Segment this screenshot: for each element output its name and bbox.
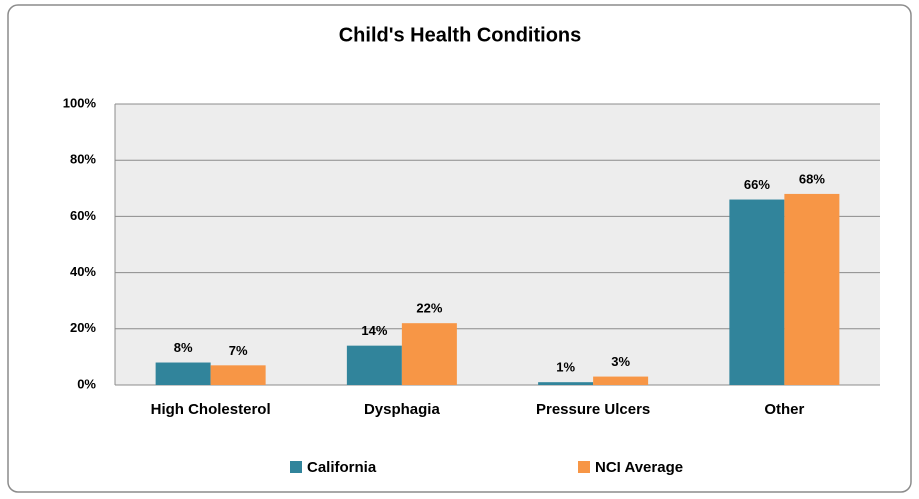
chart-title: Child's Health Conditions [339,24,582,46]
bar [784,193,840,385]
legend-swatch [578,461,590,473]
x-tick-label: High Cholesterol [151,401,271,418]
x-tick-label: Pressure Ulcers [536,401,650,418]
data-label: 66% [744,177,770,192]
bar [346,345,402,385]
legend-swatch [290,461,302,473]
y-tick-label: 40% [70,264,96,279]
legend-label: California [307,459,377,476]
bar [729,199,785,385]
data-label: 3% [611,354,630,369]
data-label: 8% [174,340,193,355]
x-tick-label: Dysphagia [364,401,441,418]
bar [210,365,266,385]
data-label: 14% [361,323,387,338]
data-label: 1% [556,360,575,375]
y-tick-label: 80% [70,152,96,167]
y-tick-label: 20% [70,320,96,335]
y-tick-label: 100% [63,95,97,110]
data-label: 22% [416,301,442,316]
bar [401,323,457,385]
data-label: 68% [799,171,825,186]
data-label: 7% [229,343,248,358]
legend-label: NCI Average [595,459,683,476]
y-tick-label: 60% [70,208,96,223]
bar [155,362,211,385]
y-tick-label: 0% [77,376,96,391]
bar [593,376,649,385]
bar [538,382,594,385]
x-tick-label: Other [764,401,804,418]
